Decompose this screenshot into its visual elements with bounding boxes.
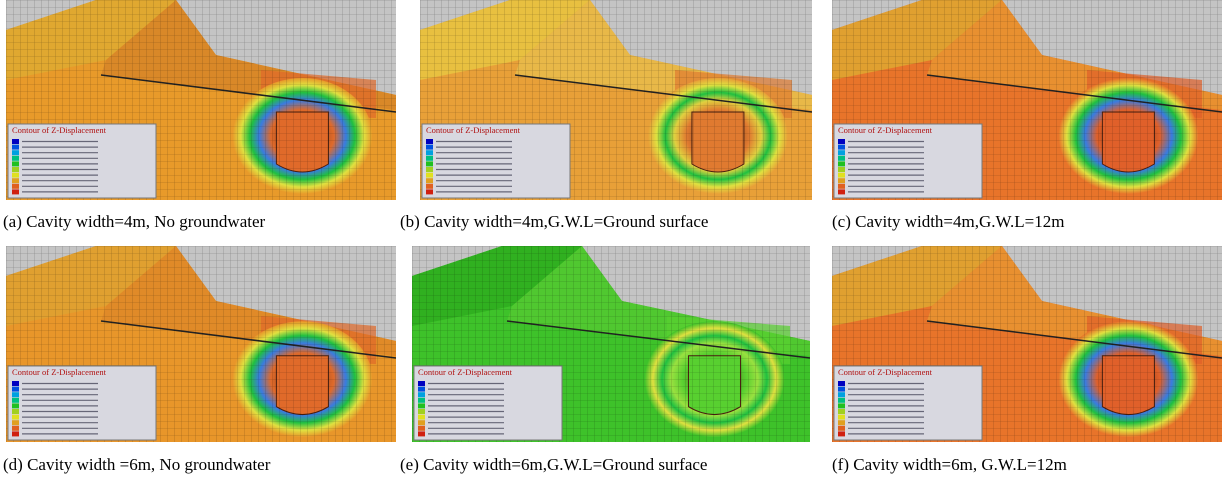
legend-title: Contour of Z-Displacement	[838, 125, 933, 135]
contour-image: Contour of Z-Displacement	[6, 246, 396, 442]
legend-title: Contour of Z-Displacement	[838, 367, 933, 377]
contour-image: Contour of Z-Displacement	[832, 246, 1222, 442]
caption: (f) Cavity width=6m, G.W.L=12m	[832, 455, 1067, 475]
caption: (c) Cavity width=4m,G.W.L=12m	[832, 212, 1064, 232]
legend-title: Contour of Z-Displacement	[426, 125, 521, 135]
contour-image: Contour of Z-Displacement	[6, 0, 396, 200]
caption: (b) Cavity width=4m,G.W.L=Ground surface	[400, 212, 708, 232]
caption: (d) Cavity width =6m, No groundwater	[3, 455, 270, 475]
contour-image: Contour of Z-Displacement	[420, 0, 812, 200]
legend-title: Contour of Z-Displacement	[418, 367, 513, 377]
contour-image: Contour of Z-Displacement	[832, 0, 1222, 200]
figure: Contour of Z-Displacement (a) Cavity widt…	[0, 0, 1228, 483]
legend-title: Contour of Z-Displacement	[12, 367, 107, 377]
contour-image: Contour of Z-Displacement	[412, 246, 810, 442]
legend-title: Contour of Z-Displacement	[12, 125, 107, 135]
caption: (a) Cavity width=4m, No groundwater	[3, 212, 265, 232]
caption: (e) Cavity width=6m,G.W.L=Ground surface	[400, 455, 707, 475]
